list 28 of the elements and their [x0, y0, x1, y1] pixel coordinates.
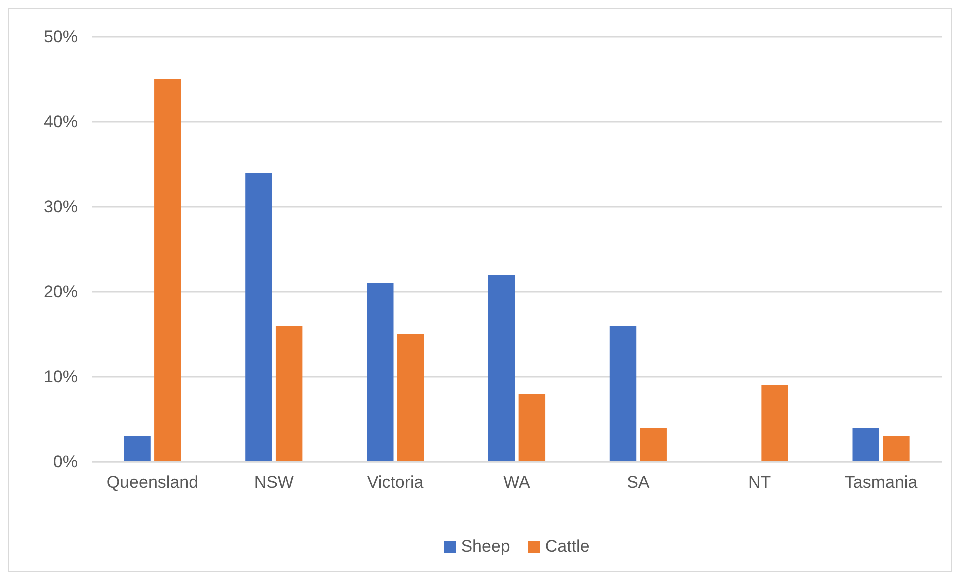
y-tick-label: 40%	[44, 112, 78, 132]
bar	[488, 275, 516, 462]
x-tick-label: NT	[748, 473, 772, 492]
y-tick-label: 20%	[44, 282, 78, 302]
x-tick-label: Queensland	[106, 473, 199, 492]
y-tick-label: 50%	[44, 27, 78, 46]
legend-label: Cattle	[545, 537, 590, 556]
bar	[518, 394, 546, 462]
bar	[124, 436, 151, 462]
x-tick-label: Tasmania	[844, 473, 918, 492]
y-tick-label: 0%	[53, 452, 78, 472]
bar	[246, 173, 272, 462]
legend-label: Sheep	[461, 537, 510, 556]
bar	[276, 326, 303, 462]
x-tick-label: WA	[504, 473, 532, 492]
bar	[640, 428, 667, 462]
bar	[397, 334, 424, 462]
bar	[852, 428, 880, 462]
y-tick-label: 10%	[44, 367, 78, 386]
bar	[154, 80, 182, 462]
bar	[367, 284, 394, 462]
y-tick-label: 30%	[44, 197, 78, 216]
x-tick-label: NSW	[254, 473, 294, 492]
x-tick-label: Victoria	[367, 473, 424, 492]
bar	[883, 436, 910, 462]
bar	[762, 386, 788, 462]
bar	[610, 326, 637, 462]
x-tick-label: SA	[627, 473, 650, 492]
